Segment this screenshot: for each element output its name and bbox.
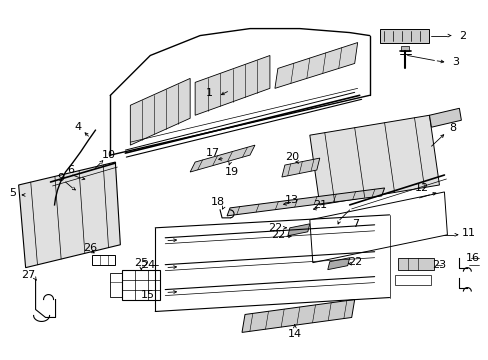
Text: 10: 10 — [101, 150, 115, 160]
Text: 1: 1 — [205, 88, 212, 98]
Text: 15: 15 — [141, 289, 155, 300]
Polygon shape — [400, 45, 407, 50]
Text: 18: 18 — [211, 197, 224, 207]
Text: 21: 21 — [312, 200, 326, 210]
Polygon shape — [327, 258, 349, 270]
Text: 13: 13 — [285, 195, 298, 205]
Text: 16: 16 — [465, 253, 478, 263]
Polygon shape — [309, 115, 439, 205]
Text: 8: 8 — [448, 123, 455, 133]
Polygon shape — [190, 145, 254, 172]
Polygon shape — [226, 188, 384, 216]
Text: 5: 5 — [9, 188, 16, 198]
Text: 22: 22 — [348, 257, 362, 267]
Text: 3: 3 — [451, 58, 458, 67]
Text: 12: 12 — [414, 183, 427, 193]
Polygon shape — [19, 162, 120, 268]
Text: 20: 20 — [284, 152, 298, 162]
Text: 9: 9 — [57, 173, 64, 183]
Text: 6: 6 — [67, 165, 74, 175]
Polygon shape — [379, 28, 428, 42]
Polygon shape — [242, 300, 354, 332]
Text: 22: 22 — [270, 230, 285, 240]
Text: 25: 25 — [134, 258, 148, 268]
Polygon shape — [287, 224, 309, 236]
Polygon shape — [130, 78, 190, 145]
Text: 14: 14 — [287, 329, 301, 339]
Polygon shape — [428, 108, 461, 127]
Polygon shape — [397, 258, 433, 270]
Polygon shape — [274, 42, 357, 88]
Text: 11: 11 — [460, 228, 474, 238]
Text: 22: 22 — [267, 223, 282, 233]
Text: 7: 7 — [351, 219, 359, 229]
Polygon shape — [195, 55, 269, 115]
Text: 23: 23 — [431, 260, 446, 270]
Text: 19: 19 — [224, 167, 239, 177]
Text: 27: 27 — [21, 270, 36, 280]
Text: 4: 4 — [75, 122, 82, 132]
Text: 26: 26 — [83, 243, 97, 253]
Text: 24: 24 — [141, 260, 155, 270]
Text: 17: 17 — [205, 148, 220, 158]
Text: 2: 2 — [458, 31, 465, 41]
Polygon shape — [281, 158, 319, 177]
